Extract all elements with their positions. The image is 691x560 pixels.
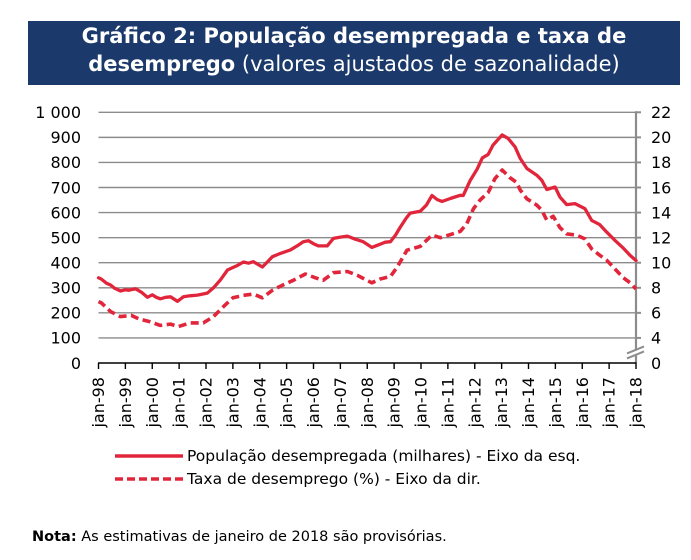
x-tick-label: jan-12 — [465, 377, 484, 429]
y-right-tick-label: 16 — [651, 178, 671, 197]
chart-title-line1: Gráfico 2: População desempregada e taxa… — [81, 24, 627, 48]
y-left-tick-label: 900 — [50, 128, 81, 147]
y-right-tick-label: 0 — [651, 354, 661, 373]
y-right-tick-label: 12 — [651, 228, 671, 247]
x-tick-label: jan-09 — [385, 377, 404, 429]
x-tick-label: jan-00 — [143, 377, 162, 429]
x-tick-label: jan-15 — [546, 377, 565, 429]
x-tick-label: jan-01 — [170, 377, 189, 429]
line-chart: jan-98 jan-99 jan-00 jan-01 jan-02 jan-03 jan-… — [35, 103, 671, 428]
x-tick-label: jan-03 — [223, 377, 242, 429]
x-tick-label: jan-05 — [277, 377, 296, 429]
x-tick-label: jan-13 — [492, 377, 511, 429]
y-right-tick-label: 8 — [651, 279, 661, 298]
x-tick-label: jan-16 — [573, 377, 592, 429]
tick-labels: jan-98 jan-99 jan-00 jan-01 jan-02 jan-03 jan-… — [35, 103, 671, 428]
x-tick-label: jan-10 — [412, 377, 431, 429]
x-tick-label: jan-07 — [331, 377, 350, 429]
y-right-tick-label: 20 — [651, 128, 671, 147]
series-lines — [96, 133, 638, 329]
chart-title-line2-bold: desemprego — [88, 52, 236, 76]
y-left-tick-label: 600 — [50, 203, 81, 222]
legend-swatch-solid-line — [115, 454, 183, 458]
axis-break-mark — [626, 350, 645, 360]
x-tick-label: jan-98 — [89, 377, 108, 429]
y-left-tick-label: 300 — [50, 279, 81, 298]
legend-label: População desempregada (milhares) - Eixo… — [187, 447, 581, 465]
y-left-tick-label: 700 — [50, 178, 81, 197]
y-left-tick-label: 400 — [50, 254, 81, 273]
gridlines — [98, 111, 636, 339]
series-line-populacao-desempregada — [96, 133, 638, 303]
legend-label: Taxa de desemprego (%) - Eixo da dir. — [187, 470, 481, 488]
y-right-tick-label: 14 — [651, 203, 671, 222]
footnote-label: Nota: — [32, 529, 77, 545]
x-tick-label: jan-18 — [627, 377, 646, 429]
footnote: Nota: As estimativas de janeiro de 2018 … — [32, 528, 447, 546]
y-left-tick-label: 1 000 — [35, 103, 81, 122]
axis-break-mark — [626, 345, 645, 355]
x-tick-label: jan-06 — [304, 377, 323, 429]
y-left-tick-label: 800 — [50, 153, 81, 172]
x-tick-label: jan-99 — [116, 377, 135, 429]
x-tick-label: jan-14 — [519, 377, 538, 429]
series-line-taxa-desemprego — [97, 168, 638, 329]
chart-title-line2: desemprego (valores ajustados de sazonal… — [28, 50, 680, 78]
chart-title-box: Gráfico 2: População desempregada e taxa… — [28, 21, 680, 85]
y-right-tick-label: 22 — [651, 103, 671, 122]
y-left-tick-label: 0 — [71, 354, 81, 373]
y-left-tick-label: 200 — [50, 304, 81, 323]
y-left-tick-label: 500 — [50, 228, 81, 247]
y-right-tick-label: 10 — [651, 254, 671, 273]
y-left-tick-label: 100 — [50, 329, 81, 348]
x-tick-label: jan-17 — [600, 377, 619, 429]
chart-title-line2-regular: (valores ajustados de sazonalidade) — [235, 52, 620, 76]
axes — [97, 111, 645, 369]
x-tick-label: jan-08 — [358, 377, 377, 429]
x-tick-label: jan-02 — [197, 377, 216, 429]
y-right-tick-label: 4 — [651, 329, 661, 348]
y-right-tick-label: 18 — [651, 153, 671, 172]
y-right-tick-label: 6 — [651, 304, 661, 323]
x-tick-label: jan-04 — [250, 377, 269, 429]
x-tick-label: jan-11 — [438, 377, 457, 429]
legend-swatch-dashed-line — [115, 477, 183, 481]
footnote-text: As estimativas de janeiro de 2018 são pr… — [76, 529, 447, 545]
